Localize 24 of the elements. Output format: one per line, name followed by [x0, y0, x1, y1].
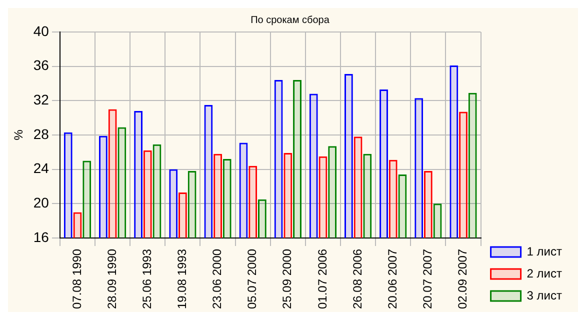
chart-title: По срокам сбора	[250, 14, 330, 26]
y-tick-label: 16	[33, 228, 50, 245]
x-tick-label: 20.06 2007	[385, 248, 400, 310]
x-tick-label: 25.06 1993	[140, 248, 154, 310]
x-tick-label: 20.07 2007	[420, 248, 434, 310]
y-tick-label: 36	[33, 57, 50, 74]
x-tick-label: 26.08 2006	[350, 248, 364, 310]
x-tick-label: 25.09 2000	[280, 248, 294, 310]
x-tick-label: 01.07 2006	[315, 248, 330, 310]
x-tick-label: 28.09 1990	[104, 248, 119, 310]
y-tick-label: 32	[33, 92, 50, 108]
y-tick-label: 40	[33, 22, 50, 39]
x-tick-label: 23.06 2000	[210, 248, 224, 310]
y-tick-label: 28	[33, 126, 50, 142]
legend-label: 2 лист	[526, 266, 563, 280]
y-tick-label: 24	[33, 160, 50, 176]
legend-label: 1 лист	[526, 244, 563, 258]
x-tick-label: 19.08 1993	[175, 248, 190, 310]
x-tick-label: 02.09 2007	[456, 248, 470, 310]
x-tick-label: 05.07 2000	[245, 248, 260, 310]
legend-label: 3 лист	[526, 288, 563, 302]
x-tick-label: 07.08 1990	[70, 248, 84, 310]
y-axis-title: %	[12, 129, 26, 140]
y-tick-label: 20	[33, 194, 50, 210]
